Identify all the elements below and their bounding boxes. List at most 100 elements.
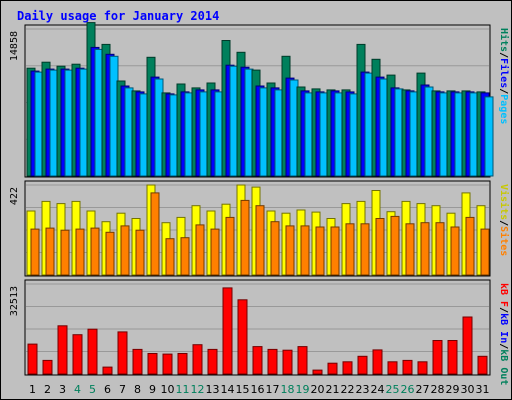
x-tick-label: 10 (161, 383, 175, 396)
bar-kb-f-day-2 (42, 359, 53, 375)
bar-kb-f-day-19 (297, 346, 308, 375)
legend-label: kB F (498, 283, 509, 307)
bar-kb-f-day-16 (252, 346, 263, 375)
x-tick-label: 20 (311, 383, 325, 396)
bar-sites-day-30 (465, 216, 475, 276)
x-tick-label: 3 (59, 383, 66, 396)
panel-legend: kB F/kB In/kB Out (498, 283, 509, 385)
x-tick-label: 1 (29, 383, 36, 396)
legend-label: Files (498, 58, 510, 88)
bar-kb-f-day-20 (312, 369, 323, 375)
panel-visits: 422 Visits/Sites (9, 180, 510, 277)
x-tick-label: 6 (104, 383, 111, 396)
x-tick-label: 5 (89, 383, 96, 396)
bar-sites-day-17 (270, 221, 280, 276)
panel-legend: Hits/Files/Pages (498, 28, 510, 124)
legend-label: / (498, 220, 509, 226)
legend-label: kB Out (498, 349, 509, 385)
x-tick-label: 4 (74, 383, 81, 396)
x-tick-label: 30 (461, 383, 475, 396)
bar-sites-day-10 (165, 238, 175, 276)
x-tick-label: 23 (356, 383, 370, 396)
x-tick-label: 11 (176, 383, 190, 396)
bar-sites-day-26 (405, 223, 415, 276)
x-tick-label: 28 (431, 383, 445, 396)
x-tick-label: 26 (401, 383, 415, 396)
bar-kb-f-day-27 (417, 361, 428, 375)
bar-sites-day-18 (285, 225, 295, 276)
bar-sites-day-21 (330, 226, 340, 276)
bar-kb-f-day-6 (102, 366, 113, 375)
x-tick-label: 24 (371, 383, 385, 396)
bar-sites-day-12 (195, 224, 205, 276)
x-tick-label: 31 (476, 383, 490, 396)
bar-kb-f-day-3 (57, 325, 68, 375)
bar-sites-day-24 (375, 218, 385, 276)
bar-sites-day-2 (45, 227, 55, 276)
bar-sites-day-16 (255, 205, 265, 276)
bar-sites-day-6 (105, 231, 115, 276)
x-tick-label: 29 (446, 383, 460, 396)
bar-kb-f-day-28 (432, 340, 443, 375)
legend-label: / (498, 307, 509, 313)
bar-kb-f-day-18 (282, 349, 293, 375)
bar-kb-f-day-22 (342, 361, 353, 375)
legend-label: Visits (498, 184, 510, 220)
bar-sites-day-22 (345, 223, 355, 276)
bar-kb-f-day-21 (327, 362, 338, 375)
x-tick-label: 7 (119, 383, 126, 396)
x-tick-label: 27 (416, 383, 430, 396)
bar-kb-f-day-5 (87, 328, 98, 375)
x-tick-label: 25 (386, 383, 400, 396)
bar-sites-day-15 (240, 199, 250, 276)
bar-kb-f-day-31 (477, 355, 488, 375)
x-tick-label: 14 (221, 383, 235, 396)
bar-kb-f-day-14 (222, 287, 233, 375)
x-tick-label: 8 (134, 383, 141, 396)
bar-sites-day-29 (450, 226, 460, 276)
legend-label: / (498, 343, 509, 349)
bar-sites-day-31 (480, 228, 490, 276)
bar-kb-f-day-24 (372, 349, 383, 375)
bar-sites-day-11 (180, 237, 190, 276)
bar-kb-f-day-17 (267, 348, 278, 375)
bar-sites-day-28 (435, 222, 445, 276)
bar-kb-f-day-10 (162, 353, 173, 375)
bar-sites-day-20 (315, 226, 325, 276)
bar-sites-day-1 (30, 228, 40, 276)
bar-sites-day-25 (390, 215, 400, 276)
panel-hits: 14858 Hits/Files/Pages (9, 22, 510, 178)
x-tick-label: 13 (206, 383, 220, 396)
x-tick-label: 17 (266, 383, 280, 396)
x-tick-label: 21 (326, 383, 340, 396)
x-tick-label: 9 (149, 383, 156, 396)
y-max-label: 14858 (9, 31, 20, 61)
chart-title: Daily usage for January 2014 (17, 9, 219, 23)
bar-kb-f-day-23 (357, 355, 368, 375)
legend-label: Sites (498, 226, 510, 256)
x-tick-label: 19 (296, 383, 310, 396)
bar-sites-day-27 (420, 222, 430, 276)
legend-label: kB In (498, 313, 509, 343)
bar-kb-f-day-25 (387, 361, 398, 375)
bar-sites-day-7 (120, 225, 130, 276)
panel-kbytes: 32513 kB F/kB In/kB Out (9, 279, 509, 385)
bar-sites-day-5 (90, 227, 100, 276)
x-tick-label: 12 (191, 383, 205, 396)
legend-label: / (498, 52, 509, 58)
bar-kb-f-day-12 (192, 344, 203, 375)
bar-kb-f-day-15 (237, 299, 248, 375)
x-tick-label: 22 (341, 383, 355, 396)
x-tick-label: 16 (251, 383, 265, 396)
legend-label: Pages (498, 94, 509, 124)
bar-sites-day-4 (75, 228, 85, 276)
legend-label: / (498, 88, 509, 94)
bar-kb-f-day-11 (177, 353, 188, 375)
bar-sites-day-19 (300, 225, 310, 276)
legend-label: Hits (498, 28, 510, 52)
bar-kb-f-day-1 (27, 343, 38, 375)
x-tick-label: 15 (236, 383, 250, 396)
bar-sites-day-3 (60, 229, 70, 276)
bar-kb-f-day-13 (207, 348, 218, 375)
